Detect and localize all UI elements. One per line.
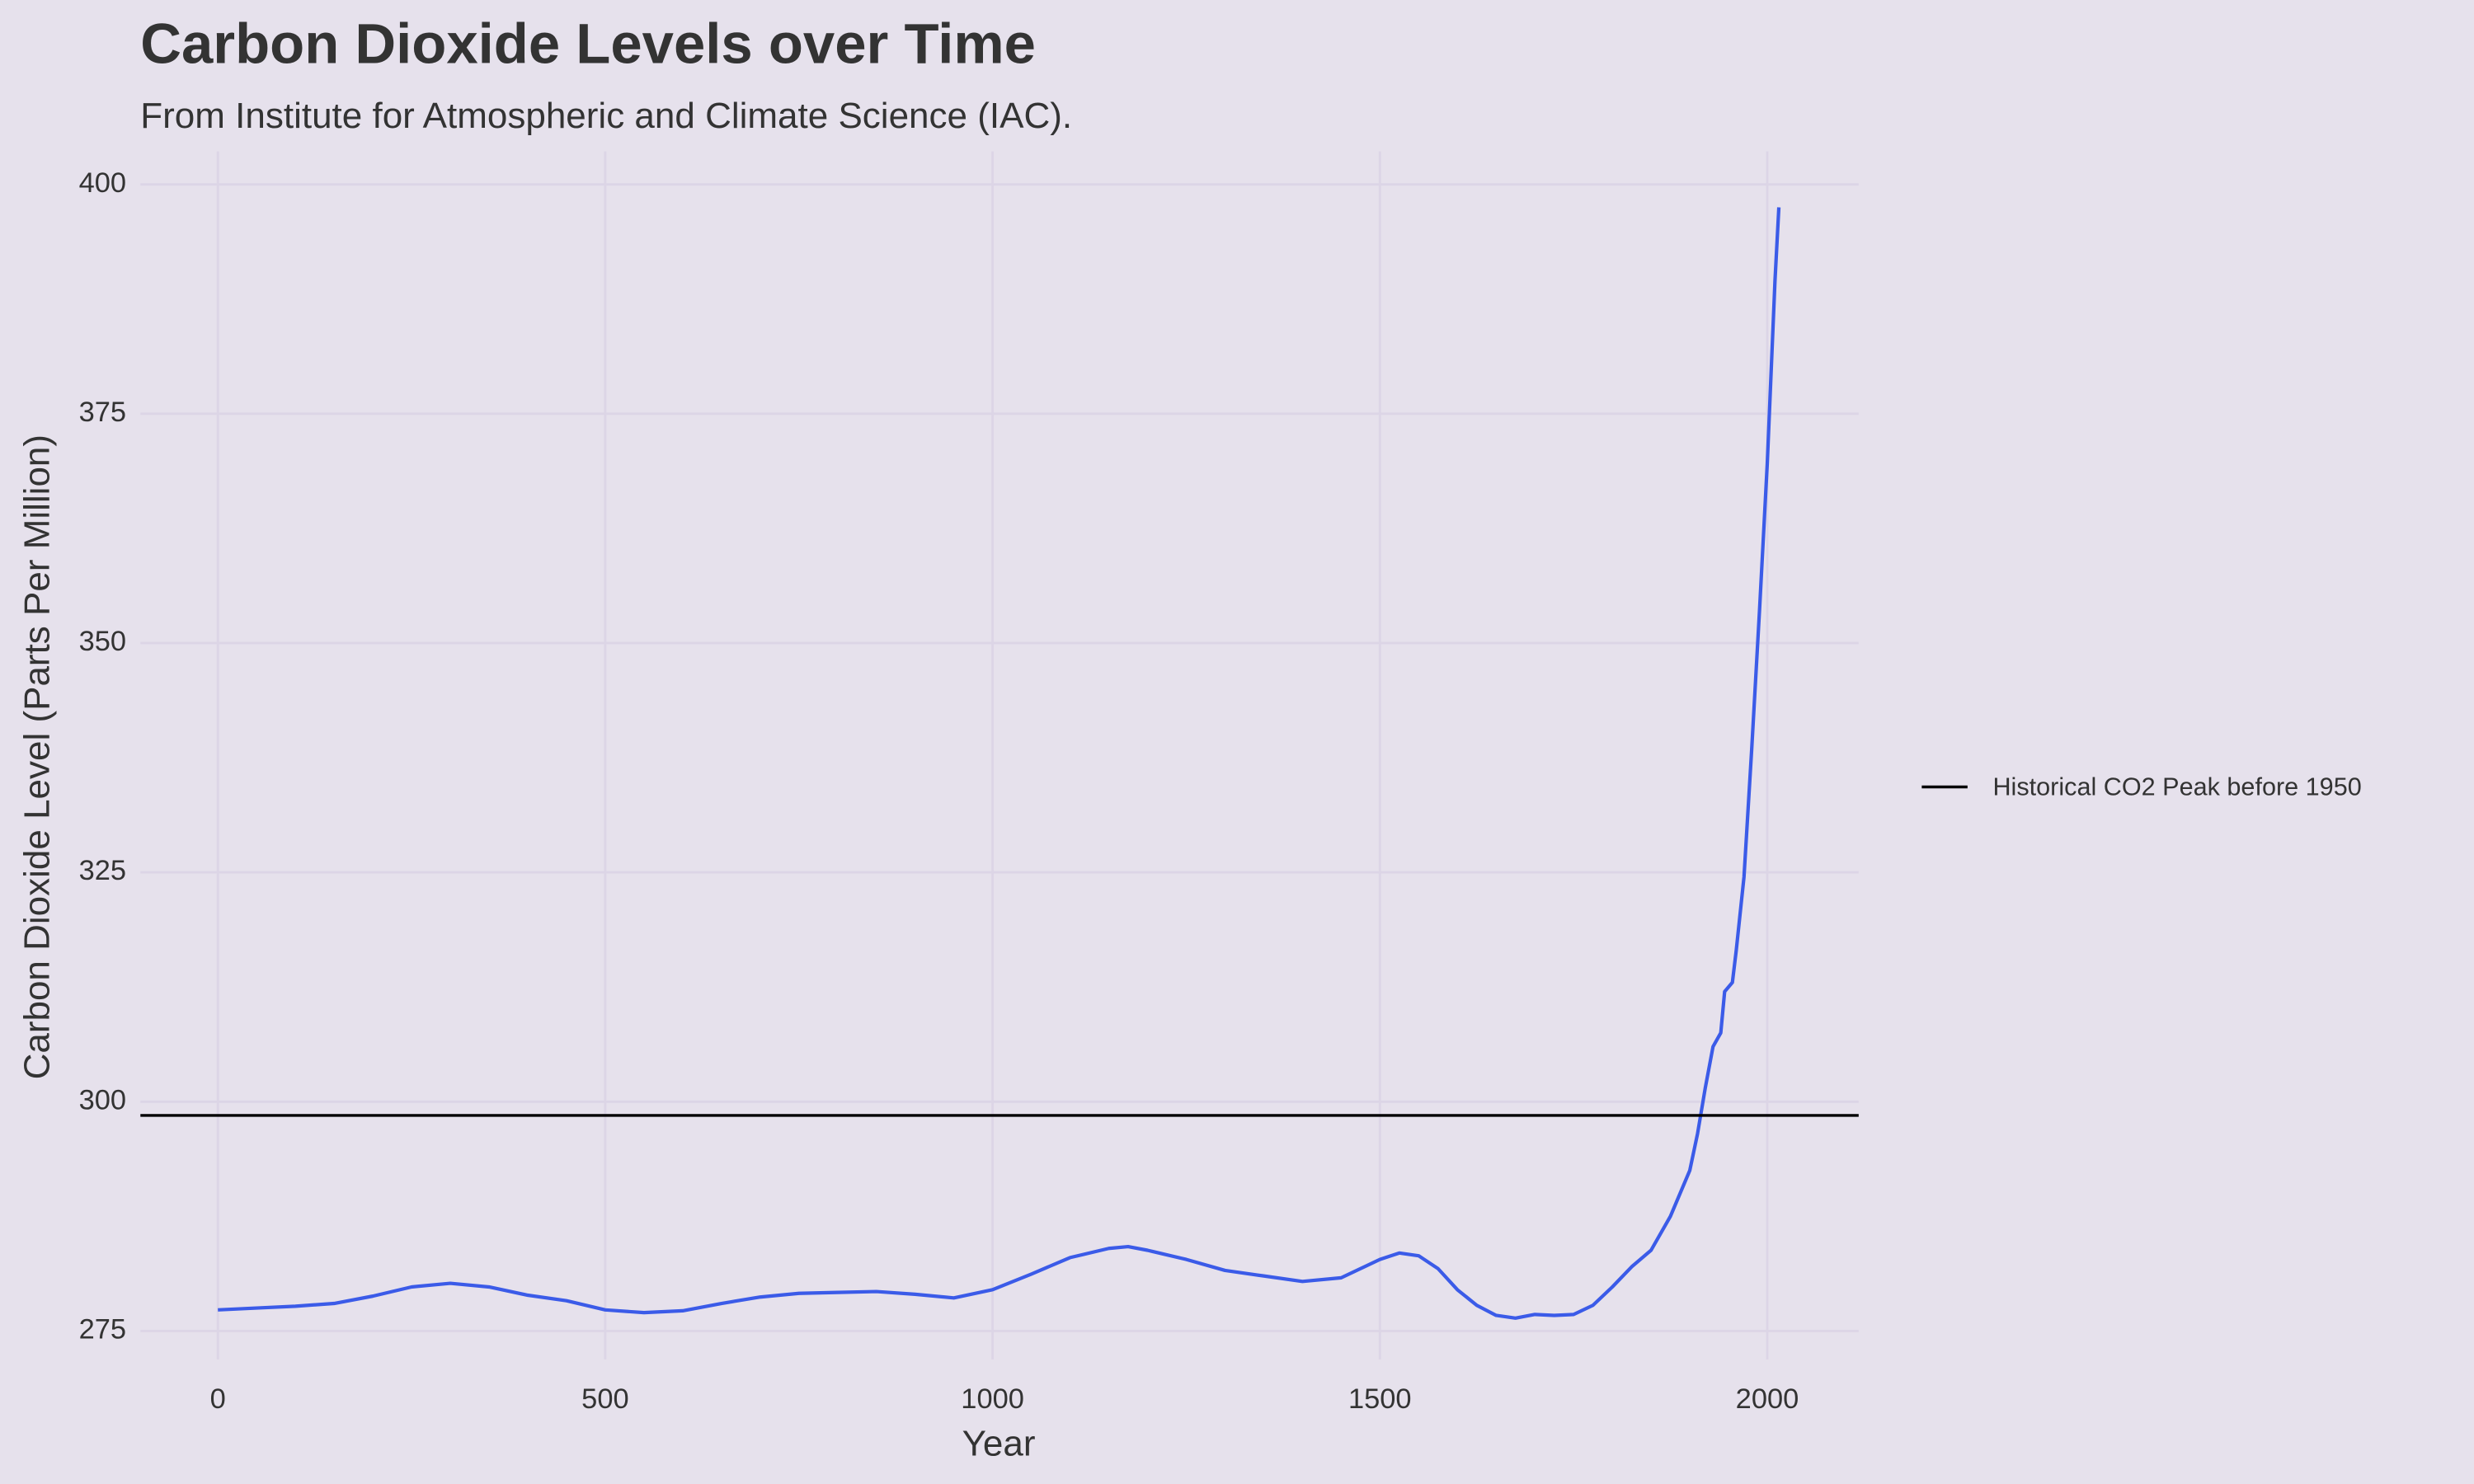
chart-title: Carbon Dioxide Levels over Time [140, 12, 1036, 76]
y-tick-label: 400 [79, 167, 126, 199]
y-tick-label: 325 [79, 855, 126, 886]
y-tick-label: 375 [79, 397, 126, 428]
x-tick-label: 1000 [961, 1383, 1024, 1415]
legend-label: Historical CO2 Peak before 1950 [1992, 773, 2361, 801]
x-tick-label: 1500 [1348, 1383, 1412, 1415]
data-line [218, 207, 1781, 1320]
y-tick-label: 300 [79, 1084, 126, 1115]
x-tick-label: 0 [210, 1383, 226, 1415]
y-tick-label: 275 [79, 1313, 126, 1345]
x-tick-label: 500 [581, 1383, 628, 1415]
y-axis-label: Carbon Dioxide Level (Parts Per Million) [16, 434, 57, 1079]
y-tick-label: 350 [79, 626, 126, 657]
x-axis-label: Year [962, 1424, 1036, 1464]
chart-subtitle: From Institute for Atmospheric and Clima… [140, 96, 1072, 136]
x-tick-label: 2000 [1736, 1383, 1799, 1415]
